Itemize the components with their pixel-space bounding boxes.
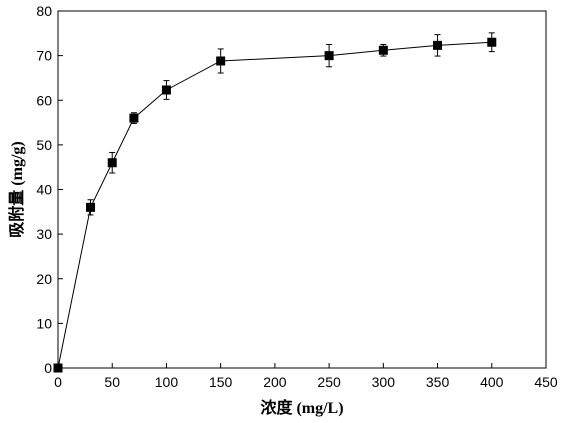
y-tick-label: 70: [36, 48, 52, 64]
x-tick-label: 400: [480, 374, 504, 390]
data-point: [324, 51, 334, 61]
y-tick-label: 60: [36, 92, 52, 108]
y-tick-label: 30: [36, 226, 52, 242]
data-point: [107, 158, 117, 168]
x-tick-label: 200: [263, 374, 287, 390]
data-point: [378, 45, 388, 55]
axes-layer: 0 50 100 150 200 250 300 350 400 450 0 10 20 30 40 50 60…: [36, 3, 557, 390]
data-point: [86, 202, 96, 212]
y-tick-label: 0: [44, 360, 52, 376]
data-point: [433, 40, 443, 50]
data-point: [53, 363, 63, 373]
series-layer: [53, 32, 497, 373]
data-point: [216, 56, 226, 66]
x-tick-label: 300: [372, 374, 396, 390]
y-tick-label: 80: [36, 3, 52, 19]
y-tick-label: 40: [36, 182, 52, 198]
series-line: [57, 41, 492, 369]
x-tick-label: 350: [426, 374, 450, 390]
y-tick-label: 10: [36, 315, 52, 331]
data-point: [129, 113, 139, 123]
y-tick-label: 50: [36, 137, 52, 153]
x-axis-title: 浓度 (mg/L): [260, 398, 343, 417]
x-tick-label: 250: [317, 374, 341, 390]
x-tick-label: 100: [155, 374, 179, 390]
plot-frame: [57, 10, 547, 369]
x-tick-label: 0: [54, 374, 62, 390]
x-tick-label: 150: [209, 374, 233, 390]
x-tick-label: 50: [104, 374, 120, 390]
data-point: [161, 85, 171, 95]
data-point: [487, 37, 497, 47]
x-tick-label: 450: [534, 374, 558, 390]
y-tick-label: 20: [36, 271, 52, 287]
y-axis-title: 吸附量 (mg/g): [7, 141, 26, 237]
